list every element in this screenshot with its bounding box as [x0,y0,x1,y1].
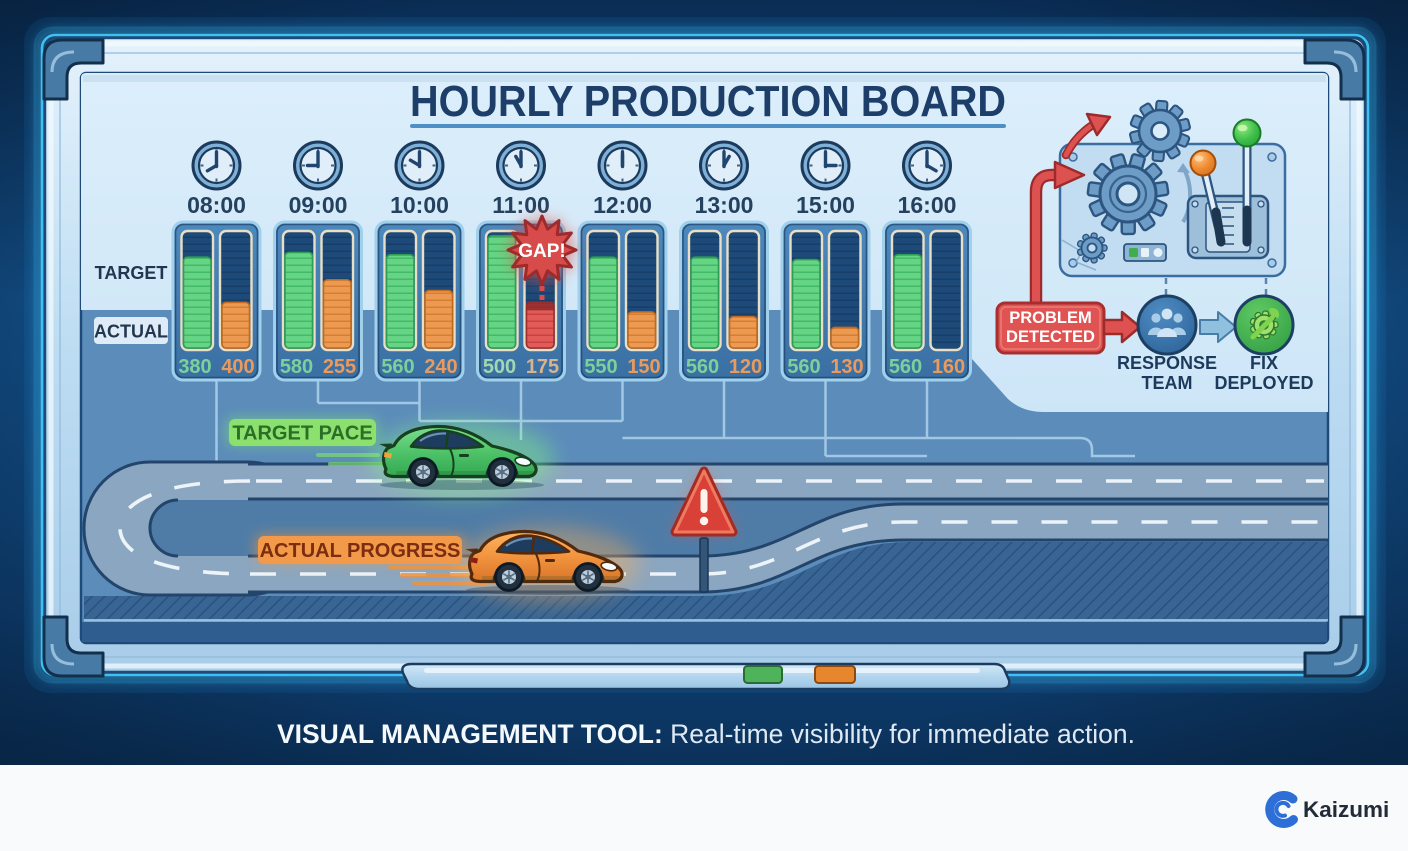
svg-text:Kaizumi: Kaizumi [1303,797,1389,822]
svg-text:PROBLEM: PROBLEM [1009,309,1092,327]
svg-text:13:00: 13:00 [695,192,754,218]
svg-text:160: 160 [932,356,965,378]
svg-text:550: 550 [584,356,617,378]
svg-text:ACTUAL: ACTUAL [94,322,168,342]
svg-text:08:00: 08:00 [187,192,246,218]
svg-text:TARGET: TARGET [95,263,168,283]
svg-text:DEPLOYED: DEPLOYED [1214,373,1313,393]
svg-text:11:00: 11:00 [492,192,550,218]
svg-text:400: 400 [221,356,254,378]
svg-text:580: 580 [280,356,313,378]
svg-text:240: 240 [424,356,457,378]
svg-text:560: 560 [889,356,922,378]
svg-text:12:00: 12:00 [593,192,652,218]
svg-text:130: 130 [830,356,863,378]
svg-text:TARGET PACE: TARGET PACE [232,423,372,445]
svg-text:GAP!: GAP! [518,241,566,262]
svg-text:15:00: 15:00 [796,192,855,218]
svg-text:TEAM: TEAM [1142,373,1193,393]
svg-text:09:00: 09:00 [289,192,348,218]
svg-text:380: 380 [178,356,211,378]
svg-text:HOURLY PRODUCTION BOARD: HOURLY PRODUCTION BOARD [410,77,1006,126]
svg-text:ACTUAL PROGRESS: ACTUAL PROGRESS [260,540,461,562]
svg-text:560: 560 [381,356,414,378]
svg-text:150: 150 [627,356,660,378]
svg-text:255: 255 [323,356,356,378]
svg-text:16:00: 16:00 [898,192,957,218]
svg-text:FIX: FIX [1250,353,1278,373]
svg-text:120: 120 [729,356,762,378]
svg-text:RESPONSE: RESPONSE [1117,353,1217,373]
svg-text:175: 175 [526,356,559,378]
svg-text:500: 500 [483,356,516,378]
svg-text:DETECTED: DETECTED [1006,328,1095,346]
svg-text:10:00: 10:00 [390,192,449,218]
svg-text:560: 560 [686,356,719,378]
svg-text:VISUAL MANAGEMENT TOOL: Real-t: VISUAL MANAGEMENT TOOL: Real-time visibi… [277,719,1135,749]
svg-text:560: 560 [787,356,820,378]
